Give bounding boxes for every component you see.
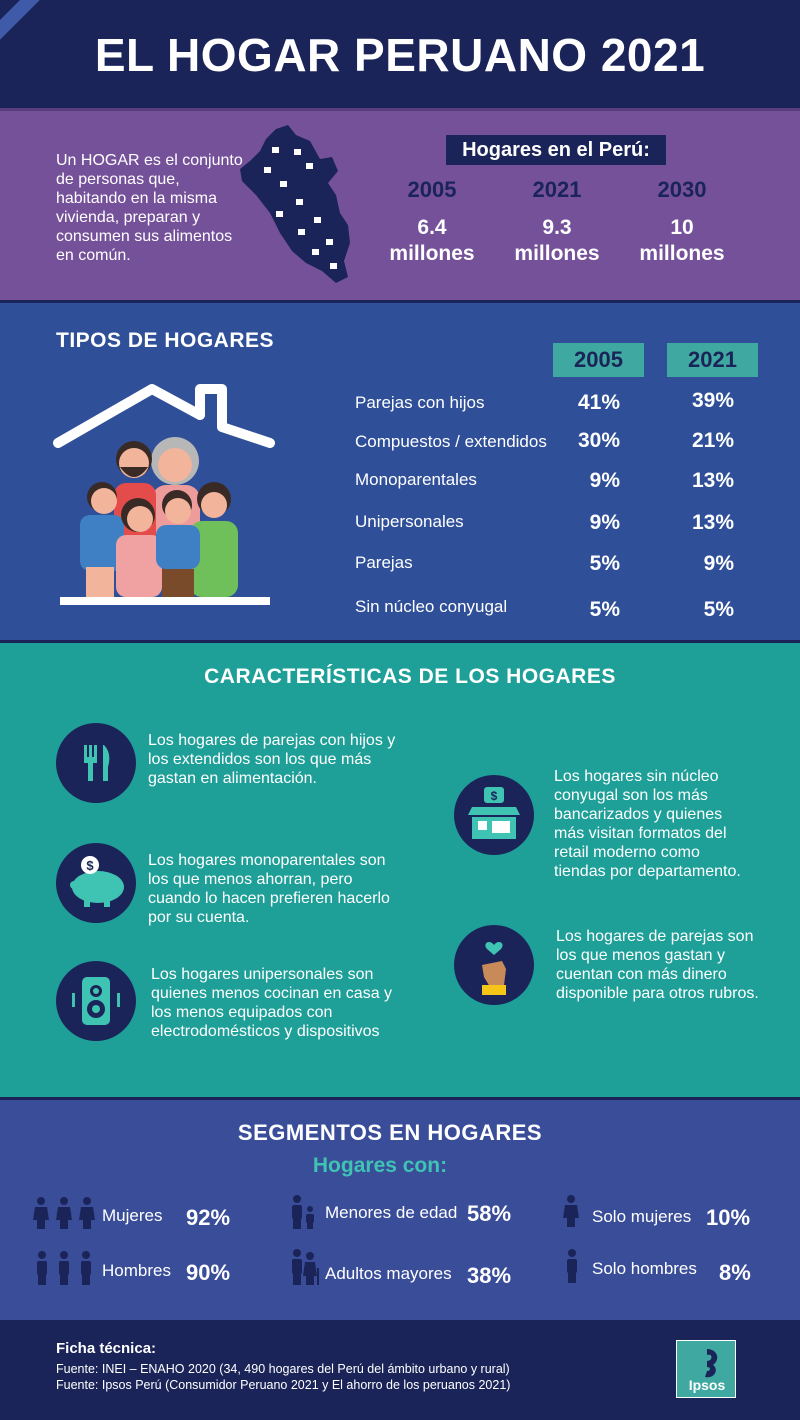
tipo-value-2005: 9% — [589, 469, 620, 492]
tipo-value-2021: 13% — [691, 469, 734, 492]
caracteristicas-section: CARACTERÍSTICAS DE LOS HOGARES Los hogar… — [0, 640, 800, 1097]
segment-label: Solo mujeres — [592, 1207, 692, 1226]
segment-value: 92% — [186, 1205, 231, 1230]
year-label: 2030 — [657, 177, 707, 202]
peru-map-icon — [240, 125, 350, 283]
women-icon — [33, 1197, 95, 1229]
cutlery-icon — [56, 723, 136, 803]
family-house-illustration — [53, 384, 275, 605]
page-title: EL HOGAR PERUANO 2021 — [94, 29, 706, 81]
hogares-count: 10 millones — [639, 216, 725, 265]
footer: Ficha técnica: Fuente: INEI – ENAHO 2020… — [0, 1320, 800, 1420]
tipo-label: Sin núcleo conyugal — [355, 597, 508, 616]
adult-child-icon — [292, 1195, 314, 1229]
man-icon — [567, 1249, 577, 1283]
tipo-value-2021: 9% — [703, 552, 734, 575]
segment-label: Mujeres — [102, 1206, 163, 1225]
section-title: TIPOS DE HOGARES — [56, 329, 275, 352]
tipo-label: Parejas — [355, 553, 413, 572]
tipo-value-2021: 39% — [691, 389, 734, 412]
ficha-tecnica-title: Ficha técnica: — [56, 1340, 157, 1357]
header-banner: EL HOGAR PERUANO 2021 — [0, 0, 800, 108]
caracteristica-text: Los hogares unipersonales son quienes me… — [151, 966, 393, 1040]
section-title: CARACTERÍSTICAS DE LOS HOGARES — [204, 665, 616, 688]
segment-value: 58% — [467, 1201, 512, 1226]
tipo-value-2005: 41% — [577, 391, 620, 414]
ipsos-logo: Ipsos — [676, 1340, 736, 1398]
hogares-count: 9.3 millones — [514, 216, 600, 265]
hogar-definition-section: Un HOGAR es el conjunto de personas que,… — [0, 108, 800, 300]
tipo-label: Monoparentales — [355, 470, 477, 489]
caracteristica-text: Los hogares de parejas con hijos y los e… — [148, 732, 396, 787]
tipo-value-2021: 21% — [691, 429, 734, 452]
woman-icon — [563, 1195, 579, 1227]
hand-heart-icon — [454, 925, 534, 1005]
caracteristica-text: Los hogares monoparentales son los que m… — [148, 852, 390, 926]
segmentos-section: SEGMENTOS EN HOGARES Hogares con: Mujere… — [0, 1097, 800, 1320]
segment-value: 90% — [186, 1260, 231, 1285]
caracteristica-text: Los hogares de parejas son los que menos… — [556, 928, 759, 1002]
hogares-peru-title: Hogares en el Perú: — [446, 135, 666, 165]
tipos-hogares-section: TIPOS DE HOGARES 2005 2021 Parejas c — [0, 300, 800, 640]
year-label: 2005 — [407, 177, 457, 202]
hogares-count: 6.4 millones — [389, 216, 475, 265]
tipo-value-2005: 30% — [577, 429, 620, 452]
svg-text:$: $ — [86, 858, 94, 873]
segment-label: Solo hombres — [592, 1259, 697, 1278]
segment-value: 8% — [719, 1260, 751, 1285]
column-header-2005: 2005 — [553, 343, 644, 377]
tipo-value-2005: 9% — [589, 511, 620, 534]
tipo-label: Parejas con hijos — [355, 393, 485, 412]
tipo-value-2021: 5% — [703, 598, 734, 621]
caracteristica-text: Los hogares sin núcleo conyugal son los … — [554, 768, 741, 880]
elderly-icon — [292, 1249, 319, 1285]
segment-value: 10% — [706, 1205, 751, 1230]
men-icon — [37, 1251, 91, 1285]
tipo-value-2005: 5% — [589, 598, 620, 621]
section-subtitle: Hogares con: — [312, 1154, 448, 1177]
tipo-value-2021: 13% — [691, 511, 734, 534]
store-icon: $ — [454, 775, 534, 855]
tipo-label: Compuestos / extendidos — [355, 432, 547, 451]
column-header-2021: 2021 — [667, 343, 758, 377]
speaker-icon — [56, 961, 136, 1041]
fuente-text: Fuente: Ipsos Perú (Consumidor Peruano 2… — [56, 1378, 511, 1392]
year-label: 2021 — [532, 177, 582, 202]
segment-label: Hombres — [102, 1261, 171, 1280]
segment-label: Menores de edad — [325, 1203, 458, 1222]
tipo-label: Unipersonales — [355, 512, 464, 531]
hogar-definition-text: Un HOGAR es el conjunto de personas que,… — [56, 152, 243, 264]
fuente-text: Fuente: INEI – ENAHO 2020 (34, 490 hogar… — [56, 1362, 510, 1376]
svg-text:$: $ — [491, 789, 498, 803]
segment-value: 38% — [467, 1263, 512, 1288]
tipo-value-2005: 5% — [589, 552, 620, 575]
section-title: SEGMENTOS EN HOGARES — [237, 1120, 543, 1145]
segment-label: Adultos mayores — [325, 1264, 452, 1283]
piggy-bank-icon: $ — [56, 843, 136, 923]
